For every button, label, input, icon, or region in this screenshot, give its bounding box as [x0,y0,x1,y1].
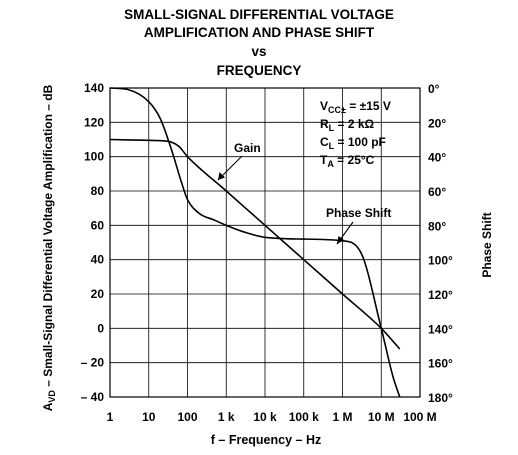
phase-annotation-arrowhead [337,236,344,244]
condition-vcc: VCC± = ±15 V [320,99,391,115]
y-axis-label-left: AVD – Small-Signal Differential Voltage … [41,84,57,411]
x-tick-label: 1 k [218,410,235,424]
chart-title-line-1: SMALL-SIGNAL DIFFERENTIAL VOLTAGE [124,7,394,22]
chart-title-line-2: AMPLIFICATION AND PHASE SHIFT [143,25,375,40]
gain-annotation-arrowhead [218,172,225,180]
y-tick-label-left: 20 [91,287,105,301]
y-tick-label-right: 60° [428,185,446,199]
x-axis-label: f – Frequency – Hz [211,433,321,447]
series-layer [109,87,401,398]
y-tick-label-right: 80° [428,219,446,233]
x-tick-label: 100 [177,410,197,424]
y-tick-label-left: – 20 [81,356,105,370]
y-tick-label-right: 120° [428,288,453,302]
y-tick-label-right: 180° [428,391,453,405]
y-tick-label-right: 100° [428,254,453,268]
y-tick-label-left: 120 [84,115,104,129]
y-tick-label-left: – 40 [81,390,105,404]
x-tick-label: 10 k [253,410,277,424]
y-tick-label-right: 0° [428,82,440,96]
x-tick-label: 10 [142,410,156,424]
y-tick-label-left: 140 [84,81,104,95]
y-tick-label-right: 160° [428,357,453,371]
plot-frame [109,87,421,398]
y-tick-label-right: 140° [428,322,453,336]
y-tick-label-left: 40 [91,253,105,267]
gain-curve [109,138,401,350]
y-tick-label-right: 40° [428,151,446,165]
conditions-box: VCC± = ±15 V RL = 2 kΩ CL = 100 pF TA = … [320,99,391,169]
x-tick-label: 100 M [403,410,436,424]
condition-cl: CL = 100 pF [320,135,386,151]
x-tick-label: 10 M [368,410,395,424]
y-tick-label-left: 80 [91,184,105,198]
y-tick-label-right: 20° [428,116,446,130]
y-tick-label-left: 100 [84,150,104,164]
y-axis-label-right: Phase Shift [480,212,494,277]
chart-title-line-4: FREQUENCY [216,63,302,78]
tick-layer: 1 10 100 1 k 10 k 100 k 1 M 10 M 100 M 140 120 100 8… [81,81,453,424]
x-tick-label: 1 M [332,410,352,424]
phase-annotation: Phase Shift [326,206,391,220]
phase-shift-curve [109,87,401,398]
gain-annotation: Gain [234,141,261,155]
y-tick-label-left: 60 [91,218,105,232]
x-tick-label: 1 [107,410,114,424]
condition-rl: RL = 2 kΩ [320,117,375,133]
condition-ta: TA = 25°C [320,153,375,169]
x-tick-label: 100 k [289,410,319,424]
chart-title-line-3: vs [251,44,267,59]
y-tick-label-left: 0 [97,321,104,335]
